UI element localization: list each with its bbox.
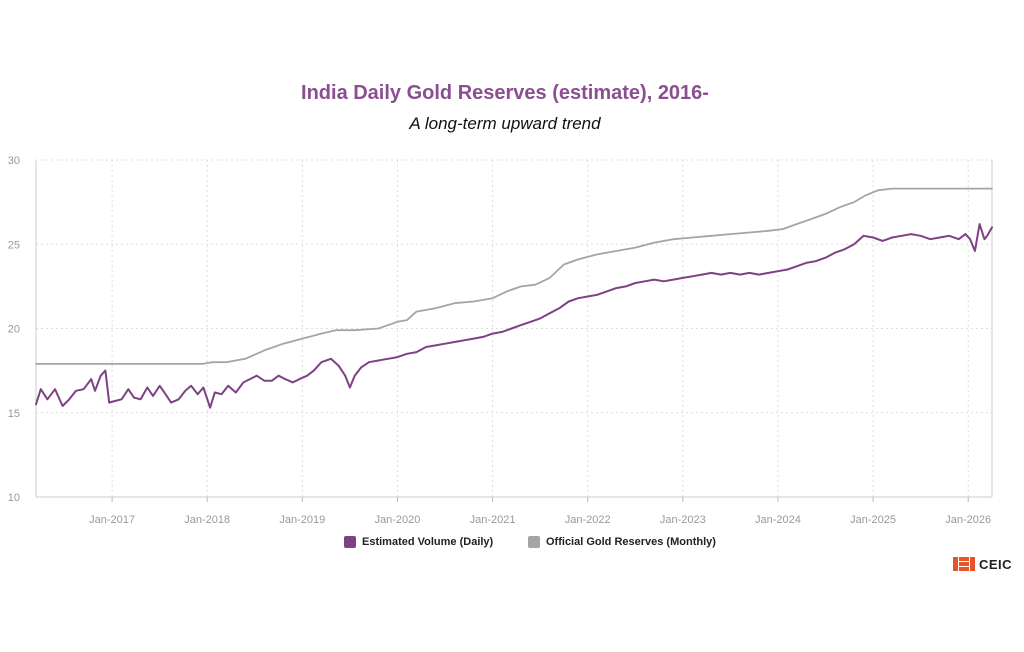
- series-line-estimated-volume: [35, 223, 993, 409]
- chart-title: India Daily Gold Reserves (estimate), 20…: [301, 82, 709, 104]
- x-tick-label: Jan-2020: [375, 514, 421, 526]
- series-layer: [35, 187, 993, 409]
- x-tick-label: Jan-2018: [184, 514, 230, 526]
- legend-swatch-official-reserves: [528, 536, 540, 548]
- x-tick-label: Jan-2017: [89, 514, 135, 526]
- legend-item-official-reserves[interactable]: Official Gold Reserves (Monthly): [528, 536, 716, 548]
- y-tick-label: 25: [8, 239, 20, 251]
- ceic-logo-text: CEIC: [978, 556, 1012, 572]
- legend-label-estimated-volume: Estimated Volume (Daily): [362, 536, 494, 548]
- x-tick-label: Jan-2023: [660, 514, 706, 526]
- x-tick-label: Jan-2021: [470, 514, 516, 526]
- axis-layer: 10 15 20 25 30 Jan-2017 Jan-2018 Jan-2019 Jan-20…: [8, 155, 993, 526]
- x-tick-label: Jan-2022: [565, 514, 611, 526]
- legend-swatch-estimated-volume: [344, 536, 356, 548]
- x-tick-label: Jan-2025: [850, 514, 896, 526]
- x-tick-label: Jan-2026: [945, 514, 991, 526]
- y-tick-label: 15: [8, 408, 20, 420]
- ceic-logo: CEIC: [952, 556, 1012, 572]
- y-tick-label: 30: [8, 155, 20, 167]
- chart-subtitle: A long-term upward trend: [409, 114, 601, 133]
- ceic-logo-icon: [952, 557, 975, 571]
- legend-label-official-reserves: Official Gold Reserves (Monthly): [546, 536, 716, 548]
- x-tick-label: Jan-2019: [279, 514, 325, 526]
- series-line-official-reserves: [35, 187, 993, 365]
- legend-item-estimated-volume[interactable]: Estimated Volume (Daily): [344, 536, 493, 548]
- x-tick-label: Jan-2024: [755, 514, 801, 526]
- y-tick-label: 10: [8, 492, 20, 504]
- y-tick-label: 20: [8, 324, 20, 336]
